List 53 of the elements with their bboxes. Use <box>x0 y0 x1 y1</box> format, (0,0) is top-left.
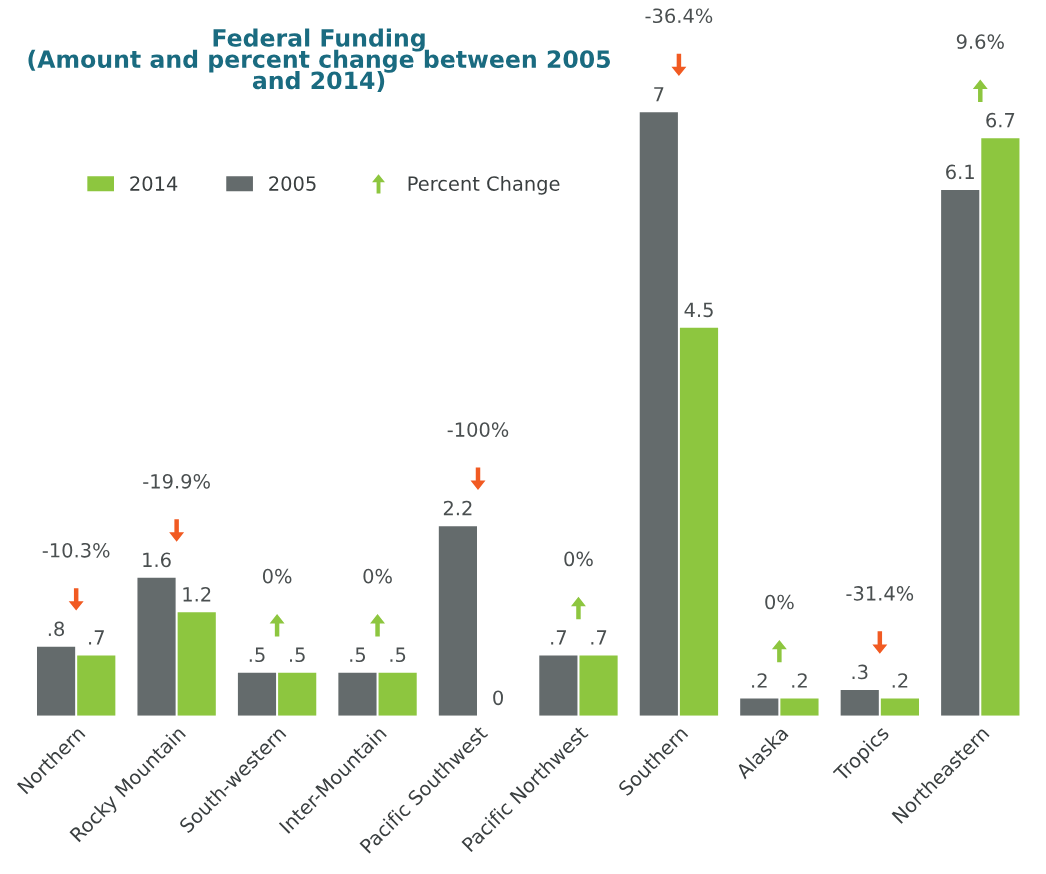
data-label: .2 <box>892 673 908 688</box>
data-label: .3 <box>852 664 868 680</box>
text: 9.6% <box>956 34 1004 49</box>
bar <box>679 327 719 716</box>
annotation: -31.4% <box>846 586 914 601</box>
annotation: 0% <box>262 568 292 584</box>
bar <box>740 698 779 716</box>
legend-label: 2014 <box>130 176 178 191</box>
bar <box>840 689 879 716</box>
bar <box>880 698 920 716</box>
data-label: 0 <box>493 690 503 706</box>
annotation: 0% <box>765 594 794 610</box>
bar <box>780 698 819 716</box>
bar <box>981 138 1020 716</box>
data-label: 2.2 <box>443 500 472 516</box>
data-label: 1.2 <box>183 586 211 602</box>
bar <box>278 672 317 716</box>
bar <box>539 655 578 716</box>
annotation: -10.3% <box>42 542 110 558</box>
bar <box>639 112 678 716</box>
bar <box>36 646 76 716</box>
data-label: .5 <box>289 647 305 663</box>
data-label: .5 <box>249 647 265 663</box>
data-label: 4.5 <box>684 302 713 318</box>
annotation: -19.9% <box>143 473 210 489</box>
data-label: 6.1 <box>946 164 974 180</box>
data-label: .7 <box>89 630 104 645</box>
annotation: 0% <box>564 551 593 567</box>
data-label: .5 <box>350 647 366 663</box>
bar <box>237 672 277 716</box>
bar <box>378 672 417 716</box>
annotation: 0% <box>363 568 392 584</box>
bar <box>579 655 618 716</box>
data-label: 7 <box>654 87 664 102</box>
annotation: Percent Change <box>408 175 560 195</box>
bar <box>438 526 477 716</box>
data-label: 6.7 <box>986 112 1015 128</box>
bar <box>177 612 216 716</box>
bar <box>941 189 980 716</box>
data-label: .7 <box>551 630 566 645</box>
text: -36.4% <box>645 8 713 24</box>
data-label: .2 <box>792 673 807 688</box>
data-label: .8 <box>48 621 65 637</box>
data-label: .2 <box>752 673 767 688</box>
bar <box>137 577 176 716</box>
annotation: -100% <box>447 422 509 437</box>
data-label: 1.6 <box>143 552 171 568</box>
bar <box>338 672 377 716</box>
data-label: .5 <box>390 647 406 663</box>
data-label: .7 <box>591 630 607 645</box>
bar <box>77 655 116 716</box>
legend-label: 2005 <box>269 176 316 191</box>
chart-title: Federal Funding (Amount and percent change between 2005 and 2014) <box>28 28 610 93</box>
